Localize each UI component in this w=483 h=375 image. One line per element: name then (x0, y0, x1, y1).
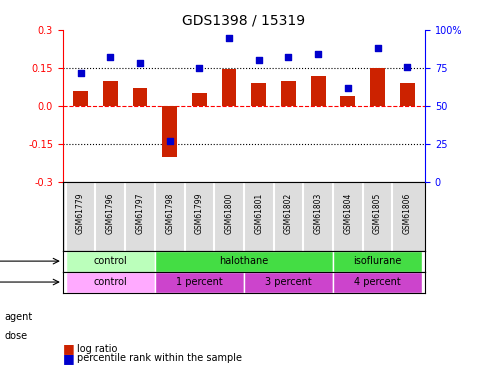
FancyBboxPatch shape (66, 272, 155, 292)
Point (196, 65, 203, 71)
Point (374, 45, 382, 51)
Point (314, 51, 322, 57)
Point (344, 85, 352, 91)
Point (403, 63, 411, 69)
Point (106, 54, 114, 60)
Bar (400, 83, 414, 106)
Point (225, 34, 233, 40)
Point (136, 60, 144, 66)
Text: GSM61800: GSM61800 (225, 192, 234, 234)
Point (77, 70, 85, 76)
Text: 3 percent: 3 percent (265, 277, 312, 287)
Text: ■: ■ (63, 342, 74, 355)
Text: GSM61797: GSM61797 (136, 192, 144, 234)
FancyBboxPatch shape (155, 272, 244, 292)
Bar (192, 93, 207, 106)
Text: log ratio: log ratio (77, 344, 118, 354)
Text: GSM61796: GSM61796 (106, 192, 115, 234)
Text: GSM61779: GSM61779 (76, 192, 85, 234)
Text: GSM61802: GSM61802 (284, 192, 293, 234)
Text: ■: ■ (63, 352, 74, 364)
Text: GSM61799: GSM61799 (195, 192, 204, 234)
Bar (73, 91, 88, 106)
Bar (162, 106, 177, 157)
FancyBboxPatch shape (66, 251, 155, 272)
Text: control: control (93, 277, 127, 287)
FancyBboxPatch shape (155, 251, 333, 272)
Text: GSM61804: GSM61804 (343, 192, 352, 234)
Text: GSM61805: GSM61805 (373, 192, 382, 234)
Text: GSM61801: GSM61801 (254, 192, 263, 234)
Bar (103, 81, 118, 106)
Point (255, 57, 263, 63)
FancyBboxPatch shape (333, 251, 422, 272)
Bar (281, 81, 296, 106)
Bar (341, 96, 355, 106)
Text: GSM61798: GSM61798 (165, 192, 174, 234)
Bar (251, 83, 266, 106)
Text: GSM61803: GSM61803 (313, 192, 323, 234)
Text: control: control (93, 256, 127, 266)
Text: isoflurane: isoflurane (354, 256, 402, 266)
FancyBboxPatch shape (333, 272, 422, 292)
Title: GDS1398 / 15319: GDS1398 / 15319 (183, 13, 305, 27)
Text: agent: agent (5, 312, 33, 322)
Text: GSM61806: GSM61806 (403, 192, 412, 234)
Bar (311, 76, 326, 106)
Text: dose: dose (5, 331, 28, 340)
Point (284, 54, 292, 60)
Bar (222, 69, 237, 106)
Text: halothane: halothane (219, 256, 269, 266)
Text: percentile rank within the sample: percentile rank within the sample (77, 353, 242, 363)
FancyBboxPatch shape (244, 272, 333, 292)
Bar (370, 68, 385, 106)
Text: 4 percent: 4 percent (354, 277, 401, 287)
Text: 1 percent: 1 percent (176, 277, 223, 287)
Bar (132, 88, 147, 106)
Point (166, 138, 173, 144)
